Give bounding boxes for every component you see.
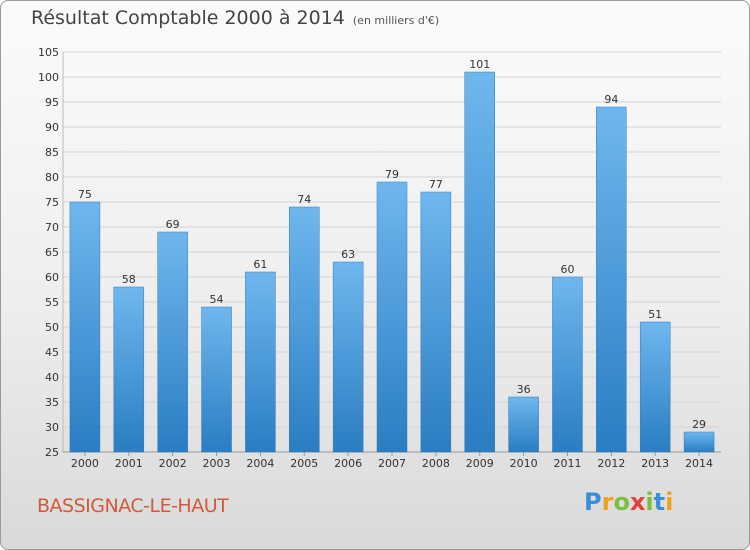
bar-2006	[332, 261, 364, 453]
bar-layer	[69, 71, 715, 453]
x-tick-label-2003: 2003	[203, 457, 231, 470]
chart-title-main: Résultat Comptable 2000 à 2014	[31, 7, 345, 29]
value-label-2001: 58	[122, 273, 136, 286]
x-tick-label-2014: 2014	[685, 457, 713, 470]
y-tick-label: 60	[45, 271, 59, 284]
logo-letter: x	[629, 488, 646, 516]
y-tick-label: 100	[38, 71, 59, 84]
x-tick-label-2012: 2012	[597, 457, 625, 470]
logo-letter: t	[653, 488, 666, 516]
bar-2003	[201, 306, 232, 453]
bar-2012	[596, 106, 627, 453]
value-label-2011: 60	[560, 263, 574, 276]
y-tick-label: 80	[45, 171, 59, 184]
y-tick-label: 50	[45, 321, 59, 334]
value-label-2010: 36	[517, 383, 531, 396]
y-tick-label: 105	[38, 46, 59, 59]
bar-2001	[113, 286, 145, 453]
place-name: BASSIGNAC-LE-HAUT	[37, 495, 229, 517]
x-tick-label-2010: 2010	[510, 457, 538, 470]
logo-letter: P	[584, 488, 602, 516]
x-tick-label-2006: 2006	[334, 457, 362, 470]
y-tick-label: 90	[45, 121, 59, 134]
value-label-2009: 101	[469, 58, 490, 71]
bar-2002	[157, 231, 188, 453]
bar-2010	[508, 396, 539, 453]
proxiti-logo: Proxiti	[584, 488, 673, 516]
bar-2007	[376, 181, 408, 453]
y-tick-label: 75	[45, 196, 59, 209]
x-tick-label-2007: 2007	[378, 457, 406, 470]
y-tick-label: 85	[45, 146, 59, 159]
y-tick-label: 25	[45, 446, 59, 459]
bar-2014	[683, 431, 715, 453]
y-tick-label: 70	[45, 221, 59, 234]
chart-title-unit: (en milliers d'€)	[352, 14, 440, 27]
y-tick-label: 45	[45, 346, 59, 359]
value-label-2000: 75	[78, 188, 92, 201]
value-label-2014: 29	[692, 418, 706, 431]
chart-title: Résultat Comptable 2000 à 2014 (en millie…	[31, 7, 439, 29]
y-tick-label: 55	[45, 296, 59, 309]
bar-2004	[245, 271, 276, 453]
x-tick-label-2001: 2001	[115, 457, 143, 470]
y-tick-label: 65	[45, 246, 59, 259]
value-label-2006: 63	[341, 248, 355, 261]
bar-2013	[639, 321, 671, 453]
bar-2011	[552, 276, 583, 453]
logo-letter: o	[613, 488, 630, 516]
y-tick-label: 40	[45, 371, 59, 384]
x-tick-label-2004: 2004	[246, 457, 274, 470]
x-tick-label-2000: 2000	[71, 457, 99, 470]
bar-2008	[420, 191, 452, 453]
value-label-2004: 61	[253, 258, 267, 271]
y-tick-label: 35	[45, 396, 59, 409]
value-label-2005: 74	[297, 193, 311, 206]
x-tick-label-2008: 2008	[422, 457, 450, 470]
bar-2009	[464, 71, 495, 453]
x-tick-label-2009: 2009	[466, 457, 494, 470]
logo-letter: i	[665, 488, 674, 516]
x-tick-label-2013: 2013	[641, 457, 669, 470]
bar-2000	[69, 201, 101, 453]
value-label-2003: 54	[210, 293, 224, 306]
x-tick-label-2011: 2011	[553, 457, 581, 470]
value-label-2013: 51	[648, 308, 662, 321]
logo-letter: r	[601, 488, 614, 516]
value-label-2002: 69	[166, 218, 180, 231]
value-label-2012: 94	[604, 93, 618, 106]
label-layer: 25 30 35 40 45 50 55 60 65 70 75 80 85 90 95 100 105 75 20…	[38, 46, 713, 470]
bar-2005	[289, 206, 320, 453]
value-label-2007: 79	[385, 168, 399, 181]
value-label-2008: 77	[429, 178, 443, 191]
y-tick-label: 30	[45, 421, 59, 434]
logo-letter: i	[645, 488, 654, 516]
y-tick-label: 95	[45, 96, 59, 109]
x-tick-label-2005: 2005	[290, 457, 318, 470]
x-tick-label-2002: 2002	[159, 457, 187, 470]
